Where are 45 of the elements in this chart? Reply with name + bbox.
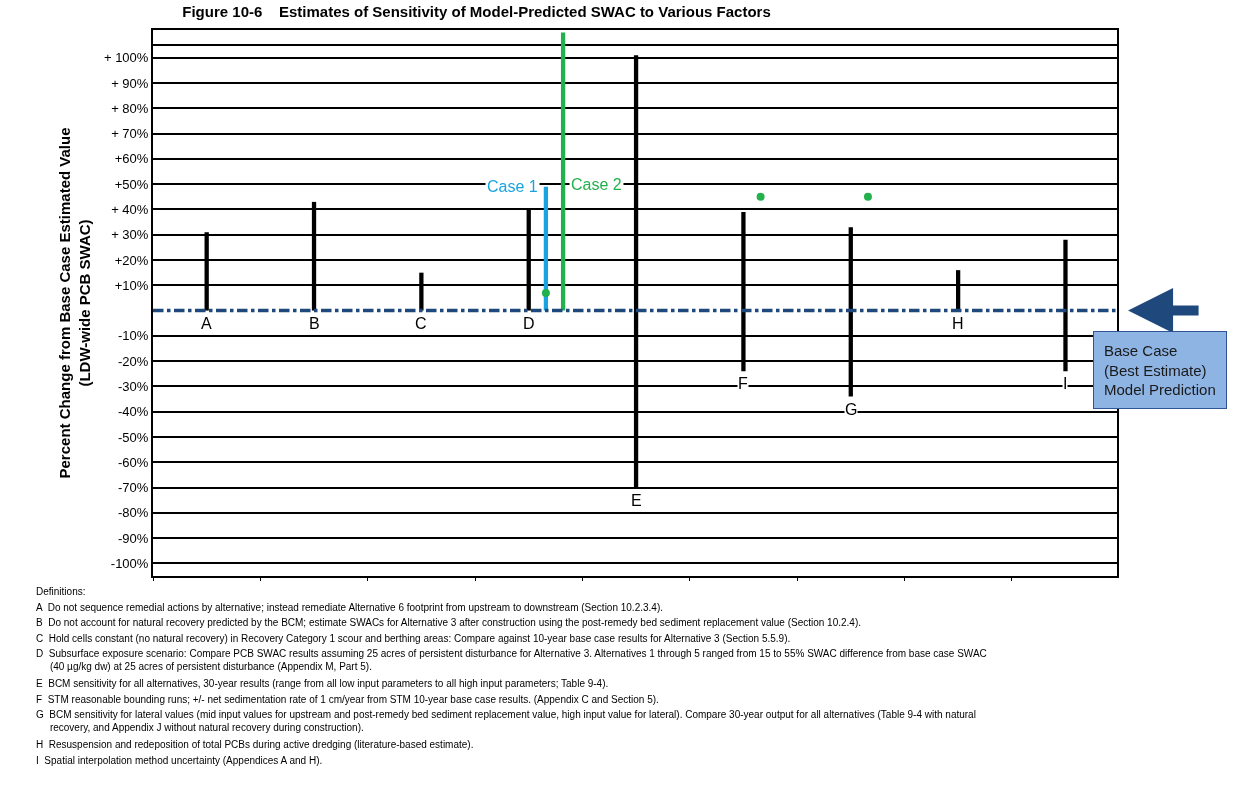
data-label: H [952,315,964,332]
chart-title: Figure 10-6 Estimates of Sensitivity of Model-Predicted SWAC to Various Factors [182,2,771,20]
text: H Resuspension and redeposition of total PCBs during active dredging (literature-based estimate). [36,739,474,750]
y-tick-label: -40% [118,404,149,420]
y-tick-label: + 100% [103,50,149,66]
y-tick-label: + 30% [111,227,149,243]
y-tick-label: -20% [118,353,149,369]
text: B Do not account for natural recovery predicted by the BCM; estimate SWACs for Alternative 3 after construction using the post-remedy bed sediment replacement value (Section 10.2.4). [36,617,862,628]
data-label: I [1063,375,1068,392]
y-tick-label: -80% [118,505,149,521]
series-label: Case 1 [487,178,538,195]
y-tick-label: -90% [118,530,149,546]
data-label: G [845,401,858,418]
y-tick-label: -60% [118,454,149,470]
text: G BCM sensitivity for lateral values (mid input values for upstream and post-remedy bed sediment replacement value, high input value for lateral). Compare 30-year output for all alternatives (Table 9-4 with natural recovery, and Appendix J without natural recovery during construction). [36,709,976,733]
y-tick-label: + 40% [111,202,149,218]
data-label: E [631,492,642,509]
y-tick-label: +50% [114,176,149,192]
text: E BCM sensitivity for all alternatives, 30-year results (range from all low input parameters to all high input parameters; Table 9-4). [36,678,609,689]
text: I Spatial interpolation method uncertainty (Appendices A and H). [36,755,323,766]
y-tick-label: -100% [110,555,149,571]
y-tick-label: +60% [114,151,149,167]
text: Definitions: [36,586,86,597]
ref-line-label: Base Case (Best Estimate) Model Prediction [1104,342,1216,398]
y-tick-label: -10% [118,328,149,344]
y-tick-label: -70% [118,480,149,496]
data-label: C [415,315,427,332]
y-tick-label: + 80% [111,100,149,116]
data-label: B [309,315,320,332]
y-tick-label: +10% [114,277,149,293]
text: C Hold cells constant (no natural recovery) in Recovery Category 1 scour and berthing areas: Compare against 10-year base case results for Alternative 3 (Section 5.5.9). [36,633,791,644]
y-tick-label: -30% [118,378,149,394]
y-tick-label: + 70% [111,126,149,142]
bar [560,32,566,311]
text: D Subsurface exposure scenario: Compare PCB SWAC results assuming 25 acres of persistent disturbance for Alternative 3. Alternatives 1 through 5 ranged from 15 to 55% SWAC difference from base case SWAC (40 µg/kg dw) at 25 acres of persistent disturbance (Appendix M, Part 5). [36,648,987,672]
data-label: D [523,315,535,332]
y-tick-label: +20% [114,252,149,268]
text: A Do not sequence remedial actions by alternative; instead remediate Alternative 6 footprint from upstream to downstream (Section 10.2.3.4). [36,602,664,613]
data-label: A [201,315,212,332]
y-axis-title: Percent Change from Base Case Estimated Value (LDW-wide PCB SWAC) [56,127,93,479]
data-label: F [738,375,748,392]
y-tick-label: + 90% [111,75,149,91]
series-label: Case 2 [571,176,622,193]
text: F STM reasonable bounding runs; +/- net sedimentation rate of 1 cm/year from STM 10-year base case results. (Appendix C and Section 5). [36,694,659,705]
y-tick-label: -50% [118,429,149,445]
